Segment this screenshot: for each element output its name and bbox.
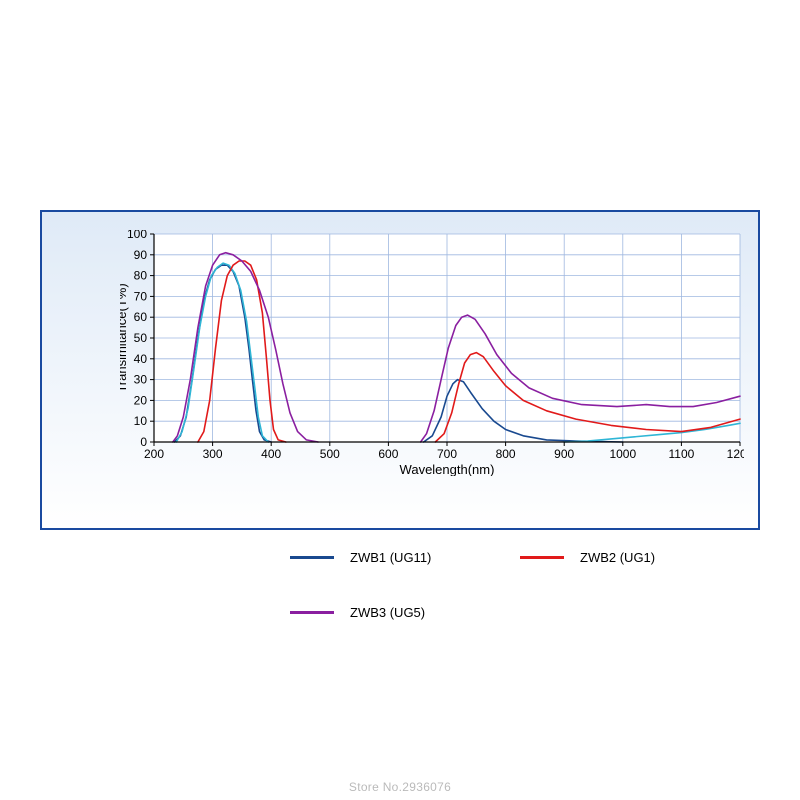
legend-swatch bbox=[520, 556, 564, 559]
y-tick-label: 10 bbox=[134, 414, 148, 428]
plot-area: 200 300 400 500 600 700 800 900 1000 1100 1200 0 10 2… bbox=[120, 230, 744, 476]
legend-item-zwb1: ZWB1 (UG11) bbox=[290, 550, 460, 565]
legend: ZWB1 (UG11) ZWB2 (UG1) ZWB3 (UG5) bbox=[290, 550, 760, 620]
x-tick-label: 200 bbox=[144, 447, 164, 461]
y-tick-label: 80 bbox=[134, 269, 148, 283]
y-tick-label: 60 bbox=[134, 310, 148, 324]
x-tick-label: 300 bbox=[203, 447, 223, 461]
watermark-text: Store No.2936076 bbox=[0, 780, 800, 794]
x-tick-label: 600 bbox=[378, 447, 398, 461]
y-tick-label: 70 bbox=[134, 289, 148, 303]
legend-swatch bbox=[290, 611, 334, 614]
x-tick-label: 900 bbox=[554, 447, 574, 461]
x-tick-label: 400 bbox=[261, 447, 281, 461]
x-tick-label: 1200 bbox=[727, 447, 744, 461]
y-tick-label: 20 bbox=[134, 393, 148, 407]
y-tick-label: 40 bbox=[134, 352, 148, 366]
x-tick-label: 700 bbox=[437, 447, 457, 461]
x-axis-title: Wavelength(nm) bbox=[400, 462, 495, 476]
legend-swatch bbox=[290, 556, 334, 559]
y-tick-label: 90 bbox=[134, 248, 148, 262]
y-tick-label: 50 bbox=[134, 331, 148, 345]
y-axis-title: Transimitance(T%) bbox=[120, 283, 129, 392]
chart-svg: 200 300 400 500 600 700 800 900 1000 1100 1200 0 10 2… bbox=[120, 230, 744, 476]
legend-label: ZWB1 (UG11) bbox=[350, 550, 431, 565]
legend-label: ZWB2 (UG1) bbox=[580, 550, 655, 565]
y-tick-label: 30 bbox=[134, 373, 148, 387]
chart-panel: 200 300 400 500 600 700 800 900 1000 1100 1200 0 10 2… bbox=[40, 210, 760, 530]
y-tick-label: 0 bbox=[140, 435, 147, 449]
x-tick-label: 1000 bbox=[609, 447, 636, 461]
legend-item-zwb2: ZWB2 (UG1) bbox=[520, 550, 690, 565]
x-tick-label: 1100 bbox=[668, 447, 694, 461]
page: { "watermark": "Store No.2936076", "char… bbox=[0, 0, 800, 800]
x-tick-label: 800 bbox=[496, 447, 516, 461]
x-tick-label: 500 bbox=[320, 447, 340, 461]
y-tick-label: 100 bbox=[127, 230, 147, 241]
legend-label: ZWB3 (UG5) bbox=[350, 605, 425, 620]
legend-item-zwb3: ZWB3 (UG5) bbox=[290, 605, 460, 620]
